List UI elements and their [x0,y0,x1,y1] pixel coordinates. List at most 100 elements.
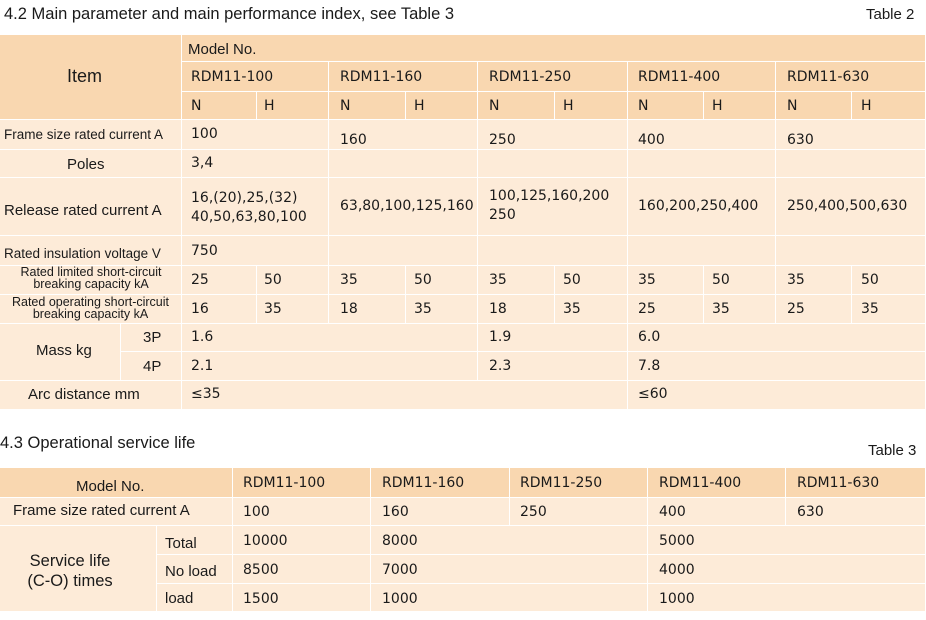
service-frame-size-label: Frame size rated current A [13,502,190,519]
limited-breaking-label: Rated limited short-circuit breaking cap… [20,265,162,291]
mass-3p-label: 3P [143,329,162,346]
service-frame-size-value: 400 [659,504,686,520]
arc-distance-value: ≤35 [191,386,221,402]
limited-breaking-value: 35 [638,272,656,288]
operating-breaking-value: 35 [264,301,282,317]
model-header: RDM11-100 [191,69,274,85]
service-frame-size-value: 160 [382,504,409,520]
operating-breaking-value: 18 [489,301,507,317]
operating-breaking-value: 35 [861,301,879,317]
release-current-value: 16,(20),25,(32) 40,50,63,80,100 [191,190,307,225]
table-3-label: Table 3 [868,442,917,459]
operating-breaking-value: 16 [191,301,209,317]
limited-breaking-value: 35 [489,272,507,288]
limited-breaking-value: 50 [563,272,581,288]
n-header: N [787,98,798,114]
operating-breaking-label: Rated operating short-circuit breaking c… [11,295,170,321]
no-load-value: 4000 [659,562,695,578]
frame-size-value: 160 [340,132,367,148]
service-life-label: Service life (C-O) times [27,552,113,590]
limited-breaking-value: 50 [712,272,730,288]
operating-breaking-value: 35 [414,301,432,317]
service-model-header: RDM11-250 [520,475,603,491]
limited-breaking-value: 35 [787,272,805,288]
n-header: N [191,98,202,114]
poles-label: Poles [67,156,105,173]
load-value: 1000 [659,591,695,607]
insulation-voltage-value: 750 [191,243,218,259]
operating-breaking-value: 25 [638,301,656,317]
insulation-voltage-label: Rated insulation voltage V [4,246,161,261]
mass-4p-value: 2.1 [191,358,214,374]
operating-breaking-value: 25 [787,301,805,317]
service-header-bg [0,468,925,497]
n-header: N [340,98,351,114]
total-label: Total [165,535,197,552]
release-current-value: 63,80,100,125,160 [340,198,474,214]
model-header: RDM11-250 [489,69,572,85]
load-label: load [165,590,194,607]
total-value: 8000 [382,533,418,549]
limited-breaking-value: 50 [861,272,879,288]
service-frame-size-value: 630 [797,504,824,520]
section-4-2-heading: 4.2 Main parameter and main performance … [4,5,455,23]
n-header: N [638,98,649,114]
service-frame-size-value: 250 [520,504,547,520]
h-header: H [264,98,275,114]
n-header: N [489,98,500,114]
arc-distance-value: ≤60 [638,386,668,402]
service-model-header: RDM11-630 [797,475,880,491]
release-current-label: Release rated current A [4,202,162,219]
h-header: H [861,98,872,114]
table-2-label: Table 2 [866,6,915,23]
frame-size-value: 250 [489,132,516,148]
model-header: RDM11-630 [787,69,870,85]
frame-size-value: 100 [191,126,218,142]
parameter-table: Item Model No. RDM11-100 RDM11-160 RDM11… [0,35,925,409]
mass-3p-value: 6.0 [638,329,661,345]
mass-3p-value: 1.9 [489,329,512,345]
no-load-value: 7000 [382,562,418,578]
frame-size-value: 630 [787,132,814,148]
load-value: 1000 [382,591,418,607]
service-model-header: RDM11-160 [382,475,465,491]
limited-breaking-value: 25 [191,272,209,288]
mass-3p-value: 1.6 [191,329,214,345]
frame-size-value: 400 [638,132,665,148]
service-model-no-header: Model No. [76,478,145,495]
item-header: Item [67,66,103,86]
h-header: H [414,98,425,114]
no-load-value: 8500 [243,562,279,578]
limited-breaking-value: 35 [340,272,358,288]
load-value: 1500 [243,591,279,607]
no-load-label: No load [165,563,217,580]
frame-size-label: Frame size rated current A [4,127,164,142]
operating-breaking-value: 35 [712,301,730,317]
mass-4p-value: 2.3 [489,358,512,374]
total-value: 10000 [243,533,288,549]
h-header: H [712,98,723,114]
total-value: 5000 [659,533,695,549]
service-life-table: Model No. RDM11-100 RDM11-160 RDM11-250 … [0,468,925,611]
operating-breaking-value: 18 [340,301,358,317]
mass-label: Mass kg [36,342,92,359]
service-frame-size-value: 100 [243,504,270,520]
mass-4p-label: 4P [143,358,162,375]
model-header: RDM11-160 [340,69,423,85]
model-no-header: Model No. [188,41,257,58]
section-4-3-heading: 4.3 Operational service life [0,434,196,452]
release-current-value: 100,125,160,200 250 [489,188,610,223]
release-current-value: 160,200,250,400 [638,198,759,214]
h-header: H [563,98,574,114]
release-current-value: 250,400,500,630 [787,198,908,214]
limited-breaking-value: 50 [414,272,432,288]
arc-distance-label: Arc distance mm [28,386,140,403]
service-model-header: RDM11-400 [659,475,742,491]
limited-breaking-value: 50 [264,272,282,288]
mass-4p-value: 7.8 [638,358,661,374]
operating-breaking-value: 35 [563,301,581,317]
service-model-header: RDM11-100 [243,475,326,491]
table-body-bg [0,119,925,409]
model-header: RDM11-400 [638,69,721,85]
poles-value: 3,4 [191,155,214,171]
